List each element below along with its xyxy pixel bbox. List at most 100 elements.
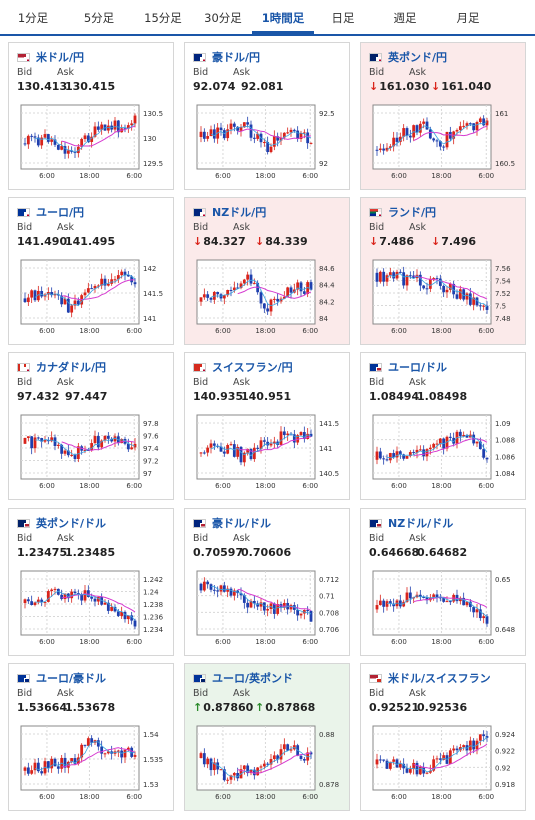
candle-body <box>226 129 230 139</box>
candle-body <box>259 602 263 607</box>
candle-body <box>468 293 472 305</box>
tab-3[interactable]: 30分足 <box>204 11 242 25</box>
candle-body <box>458 597 462 602</box>
currency-card[interactable]: スイスフラン/円 Bid Ask 140.935 140.951 141.5 141 140.… <box>184 352 350 500</box>
moving-average-line <box>386 273 488 308</box>
pair-title[interactable]: 英ポンド/ドル <box>36 517 107 530</box>
candle-body <box>242 279 246 284</box>
candle-body <box>408 769 412 773</box>
tab-0[interactable]: 1分足 <box>17 11 49 25</box>
candle-body <box>266 308 270 312</box>
currency-card[interactable]: 米ドル/円 Bid Ask 130.413 130.415 130.5 130 129.5 6:… <box>8 42 174 190</box>
currency-card[interactable]: NZドル/円 Bid Ask ↓84.327 ↓84.339 84.6 84.4 84.2 84… <box>184 197 350 345</box>
pair-title[interactable]: 米ドル/円 <box>36 51 85 64</box>
currency-card[interactable]: ユーロ/ドル Bid Ask 1.08494 1.08498 1.09 1.088 1.086… <box>360 352 526 500</box>
moving-average-line <box>211 586 312 615</box>
currency-card[interactable]: カナダドル/円 Bid Ask 97.432 97.447 97.8 97.6 97.4 97.… <box>8 352 174 500</box>
pair-title[interactable]: ユーロ/ドル <box>388 361 448 374</box>
pair-title[interactable]: ユーロ/豪ドル <box>36 672 107 685</box>
candle-body <box>212 762 216 771</box>
card-header: NZドル/円 <box>193 204 266 220</box>
bid-number: 140.935 <box>193 390 244 403</box>
candle-body <box>56 144 60 150</box>
bid-label: Bid <box>17 533 33 544</box>
candle-body <box>120 750 124 758</box>
bid-label: Bid <box>17 222 33 233</box>
ask-value: 0.92536 <box>417 701 467 714</box>
tab-7[interactable]: 月足 <box>456 11 480 25</box>
bid-value: 141.490 <box>17 235 67 248</box>
candle-body <box>93 286 97 289</box>
tab-5[interactable]: 日足 <box>331 11 355 25</box>
pair-title[interactable]: ユーロ/英ポンド <box>212 672 294 685</box>
candle-body <box>96 740 100 747</box>
x-tick-label: 6:00 <box>302 482 318 490</box>
ask-label: Ask <box>233 533 250 544</box>
down-arrow-icon: ↓ <box>369 80 379 93</box>
bid-value: 97.432 <box>17 390 59 403</box>
pair-title[interactable]: 豪ドル/ドル <box>212 517 272 530</box>
pair-title[interactable]: スイスフラン/円 <box>212 361 293 374</box>
bid-number: 92.074 <box>193 80 236 93</box>
ask-value: ↑0.87868 <box>255 701 315 714</box>
candle-body <box>70 305 74 313</box>
tab-1[interactable]: 5分足 <box>83 11 115 25</box>
candle-body <box>236 126 240 131</box>
ask-value: ↓7.496 <box>431 235 476 248</box>
candle-body <box>226 289 230 296</box>
candle-body <box>103 753 107 755</box>
candle-body <box>73 300 77 306</box>
candle-body <box>242 765 246 770</box>
moving-average-line <box>34 122 136 153</box>
candle-body <box>262 440 266 442</box>
bid-number: 0.92521 <box>369 701 420 714</box>
y-tick-label: 1.238 <box>143 601 163 609</box>
candle-body <box>249 274 253 284</box>
currency-card[interactable]: 米ドル/スイスフラン Bid Ask 0.92521 0.92536 0.924 0.922… <box>360 663 526 811</box>
pair-title[interactable]: ランド/円 <box>388 206 437 219</box>
candle-body <box>40 290 44 297</box>
pair-title[interactable]: カナダドル/円 <box>36 361 107 374</box>
currency-card[interactable]: 豪ドル/円 Bid Ask 92.074 92.081 92.5 92 6:00 18:00 6:… <box>184 42 350 190</box>
tab-4[interactable]: 1時間足 <box>252 0 314 34</box>
pair-title[interactable]: NZドル/円 <box>212 206 267 219</box>
pair-title[interactable]: NZドル/ドル <box>388 517 454 530</box>
currency-card[interactable]: NZドル/ドル Bid Ask 0.64668 0.64682 0.65 0.648 6:00… <box>360 508 526 656</box>
candle-body <box>266 441 270 446</box>
currency-card[interactable]: ユーロ/英ポンド Bid Ask ↑0.87860 ↑0.87868 0.88 0.878 6… <box>184 663 350 811</box>
x-tick-label: 6:00 <box>39 482 55 490</box>
candle-body <box>282 132 286 138</box>
ask-value: 141.495 <box>65 235 115 248</box>
candle-body <box>46 761 50 769</box>
pair-title[interactable]: ユーロ/円 <box>36 206 85 219</box>
currency-card[interactable]: ユーロ/豪ドル Bid Ask 1.53664 1.53678 1.54 1.535 1.53… <box>8 663 174 811</box>
candle-body <box>485 457 489 460</box>
y-tick-label: 1.086 <box>495 453 516 461</box>
ask-number: 0.87868 <box>265 701 316 714</box>
card-header: ユーロ/円 <box>17 204 84 220</box>
candle-body <box>26 436 30 438</box>
candle-body <box>26 297 30 303</box>
pair-title[interactable]: 米ドル/スイスフラン <box>388 672 491 685</box>
candle-body <box>126 274 130 277</box>
currency-card[interactable]: 英ポンド/ドル Bid Ask 1.23475 1.23485 1.242 1.24 1.23… <box>8 508 174 656</box>
moving-average-line <box>61 279 136 301</box>
candle-body <box>272 441 276 444</box>
tab-6[interactable]: 週足 <box>393 11 417 25</box>
currency-card[interactable]: 英ポンド/円 Bid Ask ↓161.030 ↓161.040 161 160.5 6:00… <box>360 42 526 190</box>
candle-body <box>60 146 64 150</box>
currency-card[interactable]: 豪ドル/ドル Bid Ask 0.70597 0.70606 0.712 0.71 0.708… <box>184 508 350 656</box>
candle-body <box>485 305 489 310</box>
candle-body <box>209 297 213 300</box>
candle-body <box>130 123 134 126</box>
bid-value: 1.23475 <box>17 546 67 559</box>
pair-title[interactable]: 英ポンド/円 <box>388 51 448 64</box>
moving-average-line <box>237 588 312 611</box>
pair-title[interactable]: 豪ドル/円 <box>212 51 261 64</box>
candle-body <box>395 451 399 458</box>
currency-flag-icon <box>369 362 382 372</box>
currency-card[interactable]: ランド/円 Bid Ask ↓7.486 ↓7.496 7.56 7.54 7.52 7.5 7.… <box>360 197 526 345</box>
tab-2[interactable]: 15分足 <box>144 11 182 25</box>
currency-card[interactable]: ユーロ/円 Bid Ask 141.490 141.495 142 141.5 141 6:00… <box>8 197 174 345</box>
